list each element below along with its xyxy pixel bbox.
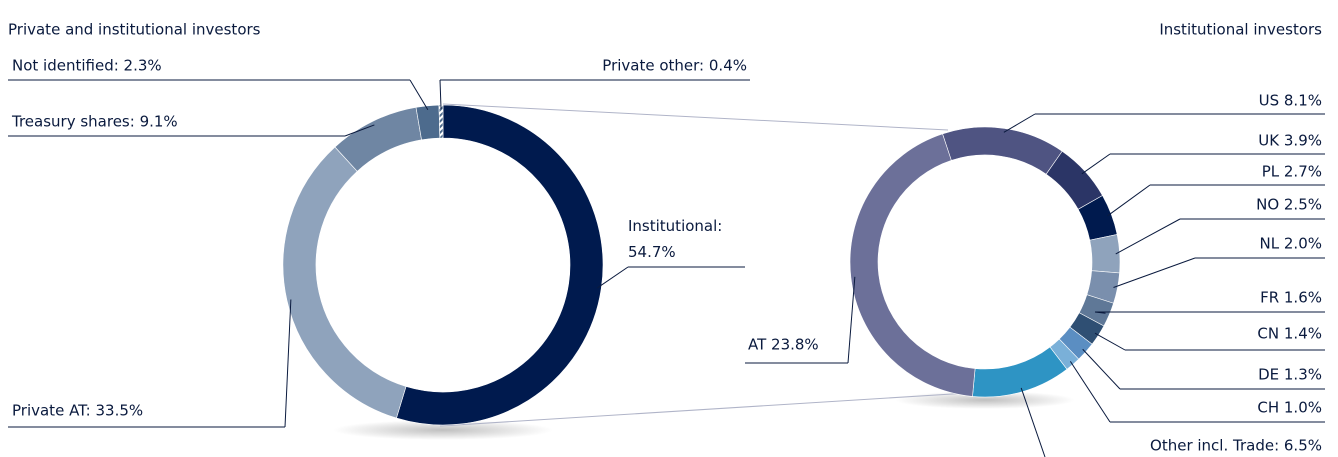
data-label: FR 1.6% bbox=[1260, 289, 1322, 307]
data-label: Private other: 0.4% bbox=[602, 57, 747, 75]
shadow bbox=[333, 420, 553, 440]
leader-line bbox=[409, 79, 429, 110]
data-label: Institutional: 54.7% bbox=[628, 217, 722, 261]
donut-segment bbox=[942, 126, 1063, 175]
connector bbox=[442, 103, 949, 131]
leader-line bbox=[344, 124, 375, 137]
leader-line bbox=[1115, 218, 1181, 255]
chart-title: Private and institutional investors bbox=[8, 21, 261, 39]
chart-title: Institutional investors bbox=[1159, 21, 1322, 39]
shadow bbox=[895, 391, 1075, 409]
data-label: US 8.1% bbox=[1259, 92, 1322, 110]
leader-line bbox=[1113, 257, 1196, 288]
leader-line bbox=[1082, 348, 1121, 390]
connector bbox=[439, 392, 969, 427]
data-label: PL 2.7% bbox=[1262, 163, 1322, 181]
leader-line bbox=[1107, 184, 1151, 217]
leader-line bbox=[284, 299, 292, 428]
data-label: UK 3.9% bbox=[1258, 132, 1322, 150]
donut-segment bbox=[972, 346, 1068, 398]
data-label: AT 23.8% bbox=[748, 336, 819, 354]
leader-line bbox=[597, 266, 629, 289]
leader-line bbox=[1020, 387, 1046, 457]
donut-segment bbox=[438, 104, 444, 139]
donut-segment bbox=[396, 104, 604, 426]
data-label: CH 1.0% bbox=[1257, 399, 1322, 417]
data-label: Private AT: 33.5% bbox=[12, 402, 143, 420]
leader-line bbox=[439, 79, 442, 110]
data-label: NO 2.5% bbox=[1256, 196, 1322, 214]
leader-line bbox=[1081, 153, 1111, 175]
data-label: Treasury shares: 9.1% bbox=[11, 113, 178, 131]
data-label: DE 1.3% bbox=[1258, 366, 1322, 384]
donut-segment bbox=[849, 133, 976, 397]
leader-line bbox=[1094, 332, 1126, 351]
data-label: NL 2.0% bbox=[1260, 235, 1322, 253]
leader-line bbox=[847, 276, 856, 364]
leader-line bbox=[1003, 113, 1036, 133]
donut-segment bbox=[1089, 234, 1121, 274]
data-label: CN 1.4% bbox=[1257, 325, 1322, 343]
data-label: Other incl. Trade: 6.5% bbox=[1150, 437, 1322, 455]
leader-line bbox=[1069, 361, 1111, 423]
donut-segment bbox=[282, 146, 407, 419]
data-label: Not identified: 2.3% bbox=[12, 57, 162, 75]
